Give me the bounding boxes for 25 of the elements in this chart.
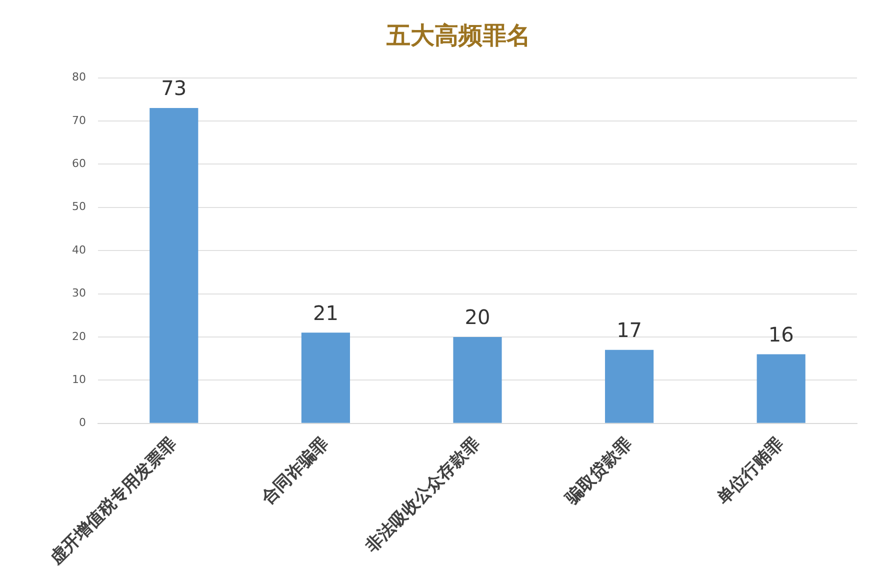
chart-title: 五大高频罪名 xyxy=(386,22,530,50)
x-tick-label: 非法吸收公众存款罪 xyxy=(361,434,484,558)
data-label: 73 xyxy=(161,76,187,100)
bar xyxy=(301,332,350,423)
y-tick-label: 20 xyxy=(72,330,86,343)
x-tick-label: 虚开增值税专用发票罪 xyxy=(46,434,181,570)
data-label: 16 xyxy=(768,322,794,346)
data-label: 21 xyxy=(312,300,338,325)
y-tick-label: 80 xyxy=(72,70,86,84)
x-tick-label: 骗取贷款罪 xyxy=(561,434,636,510)
y-tick-label: 10 xyxy=(72,373,86,386)
bar xyxy=(150,108,198,423)
y-tick-label: 70 xyxy=(72,114,86,127)
x-tick-label: 合同诈骗罪 xyxy=(257,434,332,510)
data-label: 17 xyxy=(616,318,642,342)
y-tick-label: 0 xyxy=(78,416,86,430)
y-tick-label: 30 xyxy=(72,286,86,300)
y-tick-label: 40 xyxy=(72,243,86,256)
y-tick-label: 60 xyxy=(72,157,86,170)
x-tick-label: 单位行贿罪 xyxy=(712,434,788,510)
bar xyxy=(756,354,806,423)
bar xyxy=(453,336,502,423)
bar xyxy=(605,350,654,423)
data-label: 20 xyxy=(464,305,490,330)
y-tick-label: 50 xyxy=(72,200,86,214)
